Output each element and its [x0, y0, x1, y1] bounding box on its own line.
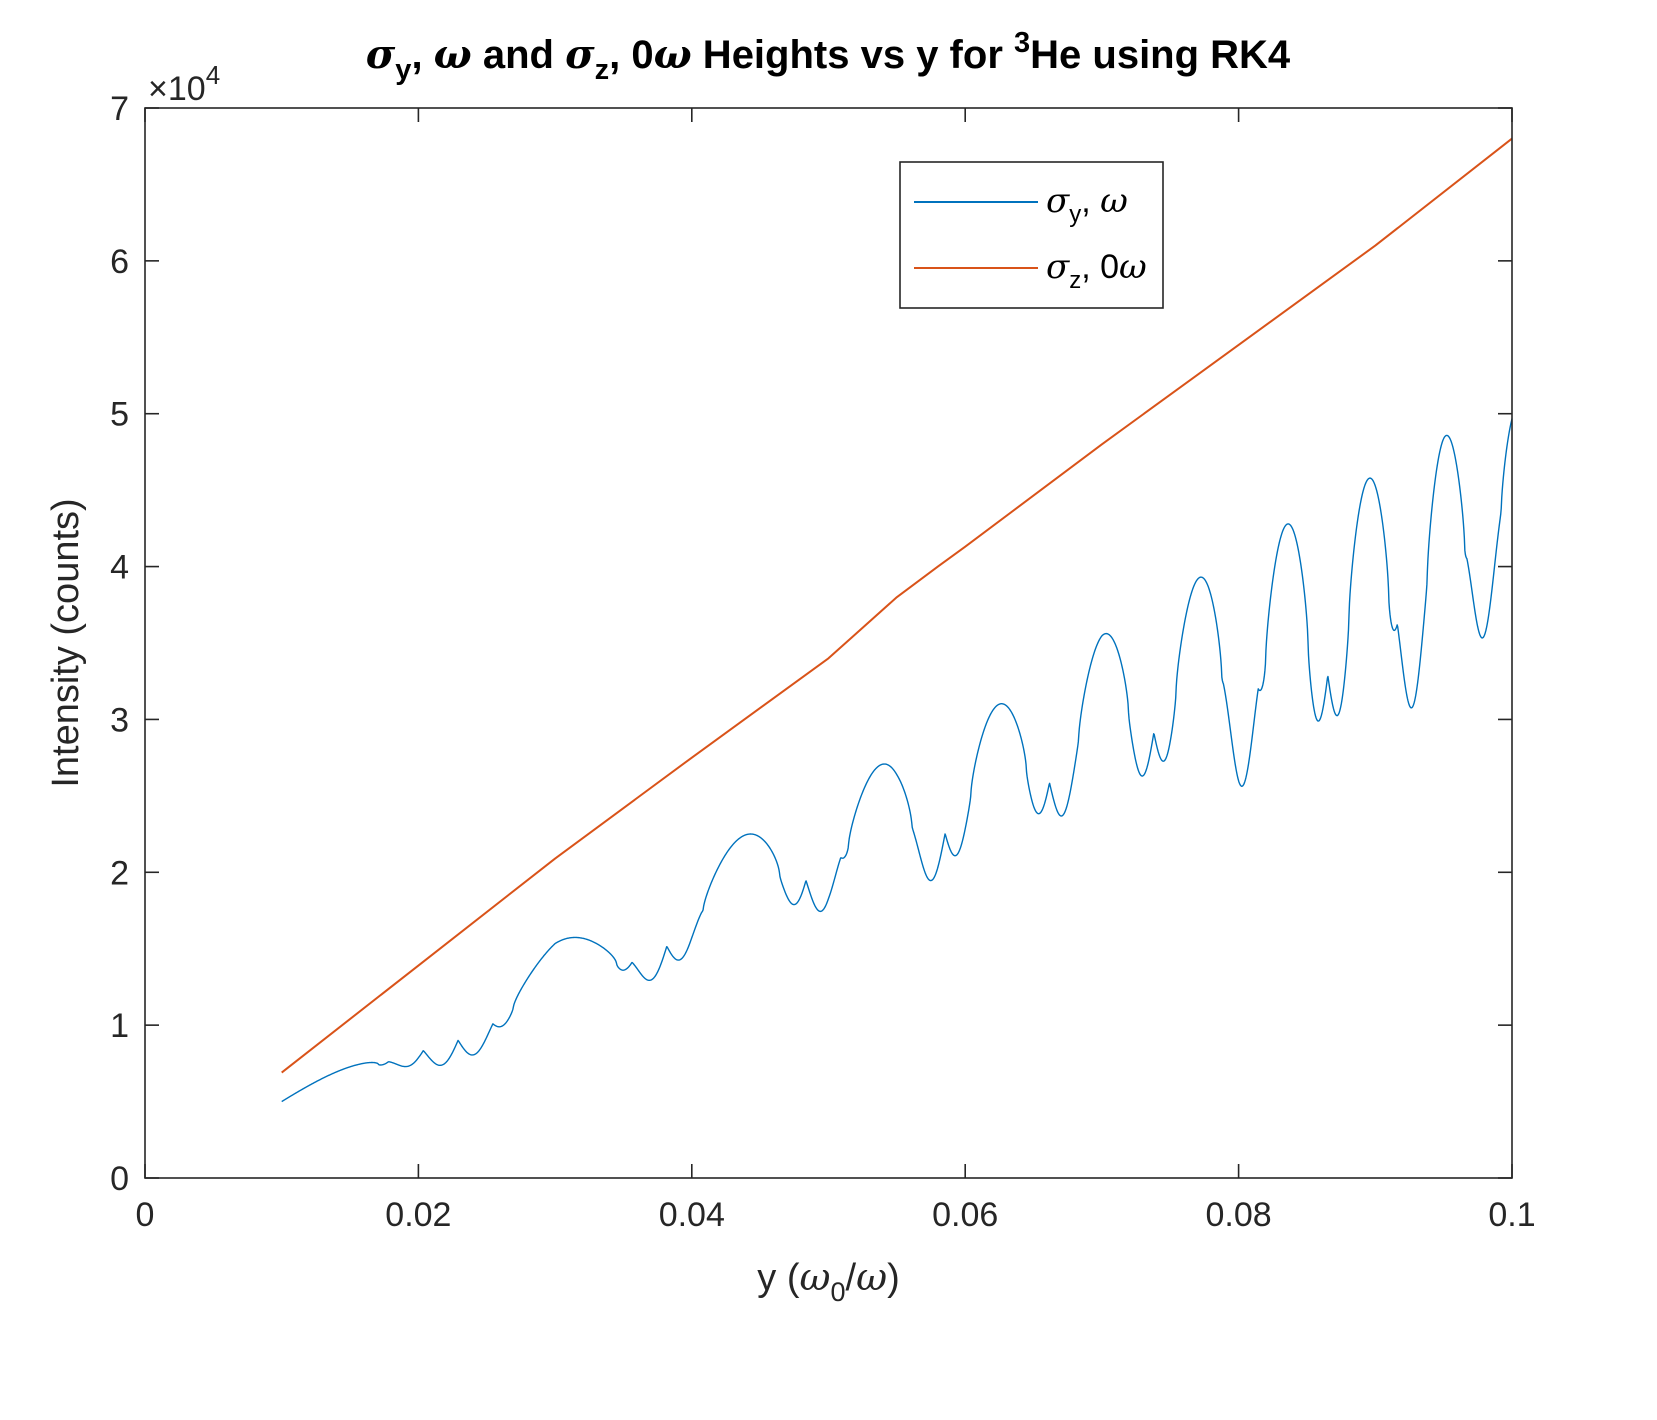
y-exponent-power: 4	[206, 60, 220, 90]
legend-layer: σy, ωσz, 0ω	[899, 161, 1164, 309]
chart-title-part: y	[395, 54, 411, 86]
chart-title-part: ω	[434, 31, 472, 78]
x-axis-label-part: /	[846, 1257, 857, 1299]
chart-title-part: ω	[654, 31, 692, 78]
axes-box	[144, 107, 1513, 1179]
x-tick-label: 0	[136, 1196, 155, 1234]
chart-title-part: , 0	[609, 33, 653, 77]
y-tick-label: 4	[110, 549, 129, 587]
x-axis-label-part: y (	[757, 1257, 800, 1299]
legend-box	[899, 161, 1164, 309]
series-line-0	[281, 418, 1513, 1103]
chart-title-part: σ	[366, 31, 396, 78]
chart-title-part: and	[472, 33, 565, 77]
x-tick-label: 0.08	[1206, 1196, 1272, 1234]
y-tick-label: 5	[110, 396, 129, 434]
title-layer: σy, ω and σz, 0ω Heights vs y for 3He us…	[366, 27, 1291, 86]
x-tick-label: 0.06	[932, 1196, 998, 1234]
plot-area	[145, 108, 1512, 1178]
chart-title-part: ,	[411, 33, 433, 77]
y-tick-label: 1	[110, 1007, 129, 1045]
x-axis-label-part: ω	[799, 1255, 830, 1299]
x-tick-label: 0.04	[659, 1196, 725, 1234]
x-axis-label-part: 0	[830, 1277, 845, 1307]
y-exponent-label: ×104	[148, 60, 220, 108]
legend-label-0-part: ω	[1100, 181, 1128, 221]
y-tick-label: 6	[110, 243, 129, 281]
chart-title: σy, ω and σz, 0ω Heights vs y for 3He us…	[366, 27, 1291, 86]
y-tick-label: 2	[110, 854, 129, 892]
x-tick-label: 0.1	[1488, 1196, 1535, 1234]
legend-label-0-part: ,	[1081, 182, 1100, 220]
chart-title-part: He using RK4	[1030, 33, 1291, 77]
y-exponent-base: ×10	[148, 70, 206, 108]
series-line-1	[281, 137, 1513, 1074]
legend-label-0: σy, ω	[1046, 181, 1128, 228]
x-axis-label-part: )	[887, 1257, 900, 1299]
chart-title-part: Heights vs y for	[692, 33, 1014, 77]
x-axis-label: y (ω0/ω)	[757, 1255, 899, 1307]
x-axis-label-part: ω	[856, 1255, 887, 1299]
chart-title-part: 3	[1014, 27, 1030, 59]
y-tick-label: 0	[110, 1160, 129, 1198]
chart-title-part: σ	[565, 31, 595, 78]
legend-label-1-part: σ	[1046, 247, 1070, 287]
legend-label-1-part: , 0	[1081, 248, 1119, 286]
x-tick-label: 0.02	[385, 1196, 451, 1234]
y-tick-label: 7	[110, 90, 129, 128]
y-axis-label: Intensity (counts)	[45, 498, 87, 787]
legend-label-1-part: ω	[1119, 247, 1147, 287]
legend-label-0-part: σ	[1046, 181, 1070, 221]
legend-label-1-part: z	[1069, 267, 1081, 294]
legend-label-0-part: y	[1069, 201, 1081, 228]
series-layer	[281, 137, 1513, 1103]
chart-title-part: z	[595, 54, 610, 86]
y-tick-label: 3	[110, 701, 129, 739]
legend-label-1: σz, 0ω	[1046, 247, 1147, 294]
